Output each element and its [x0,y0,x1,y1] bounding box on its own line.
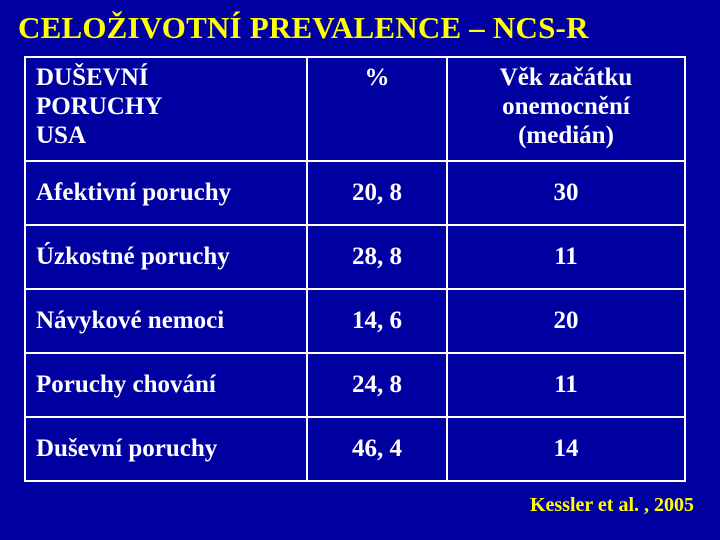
col-header-percent: % [307,57,447,161]
col-header-line: DUŠEVNÍ [36,64,149,91]
row-percent: 20, 8 [307,161,447,225]
prevalence-table: DUŠEVNÍ PORUCHY USA % Věk začátku onemoc… [24,56,686,482]
table-header-row: DUŠEVNÍ PORUCHY USA % Věk začátku onemoc… [25,57,685,161]
slide-title: CELOŽIVOTNÍ PREVALENCE – NCS-R [18,10,702,46]
row-percent: 14, 6 [307,289,447,353]
col-header-disorder: DUŠEVNÍ PORUCHY USA [25,57,307,161]
col-header-line: (medián) [518,122,614,149]
row-age: 14 [447,417,685,481]
table-row: Poruchy chování 24, 8 11 [25,353,685,417]
col-header-line: % [365,64,390,91]
table-row: Úzkostné poruchy 28, 8 11 [25,225,685,289]
row-label: Poruchy chování [25,353,307,417]
row-label: Úzkostné poruchy [25,225,307,289]
row-label: Afektivní poruchy [25,161,307,225]
row-age: 30 [447,161,685,225]
table-row: Návykové nemoci 14, 6 20 [25,289,685,353]
col-header-line: USA [36,122,86,149]
col-header-age: Věk začátku onemocnění (medián) [447,57,685,161]
row-percent: 28, 8 [307,225,447,289]
table-row: Afektivní poruchy 20, 8 30 [25,161,685,225]
table-row: Duševní poruchy 46, 4 14 [25,417,685,481]
row-age: 11 [447,225,685,289]
col-header-line: Věk začátku [500,64,633,91]
citation: Kessler et al. , 2005 [18,494,694,517]
row-label: Duševní poruchy [25,417,307,481]
row-label: Návykové nemoci [25,289,307,353]
row-percent: 24, 8 [307,353,447,417]
col-header-line: onemocnění [502,93,630,120]
row-age: 11 [447,353,685,417]
row-percent: 46, 4 [307,417,447,481]
row-age: 20 [447,289,685,353]
col-header-line: PORUCHY [36,93,162,120]
